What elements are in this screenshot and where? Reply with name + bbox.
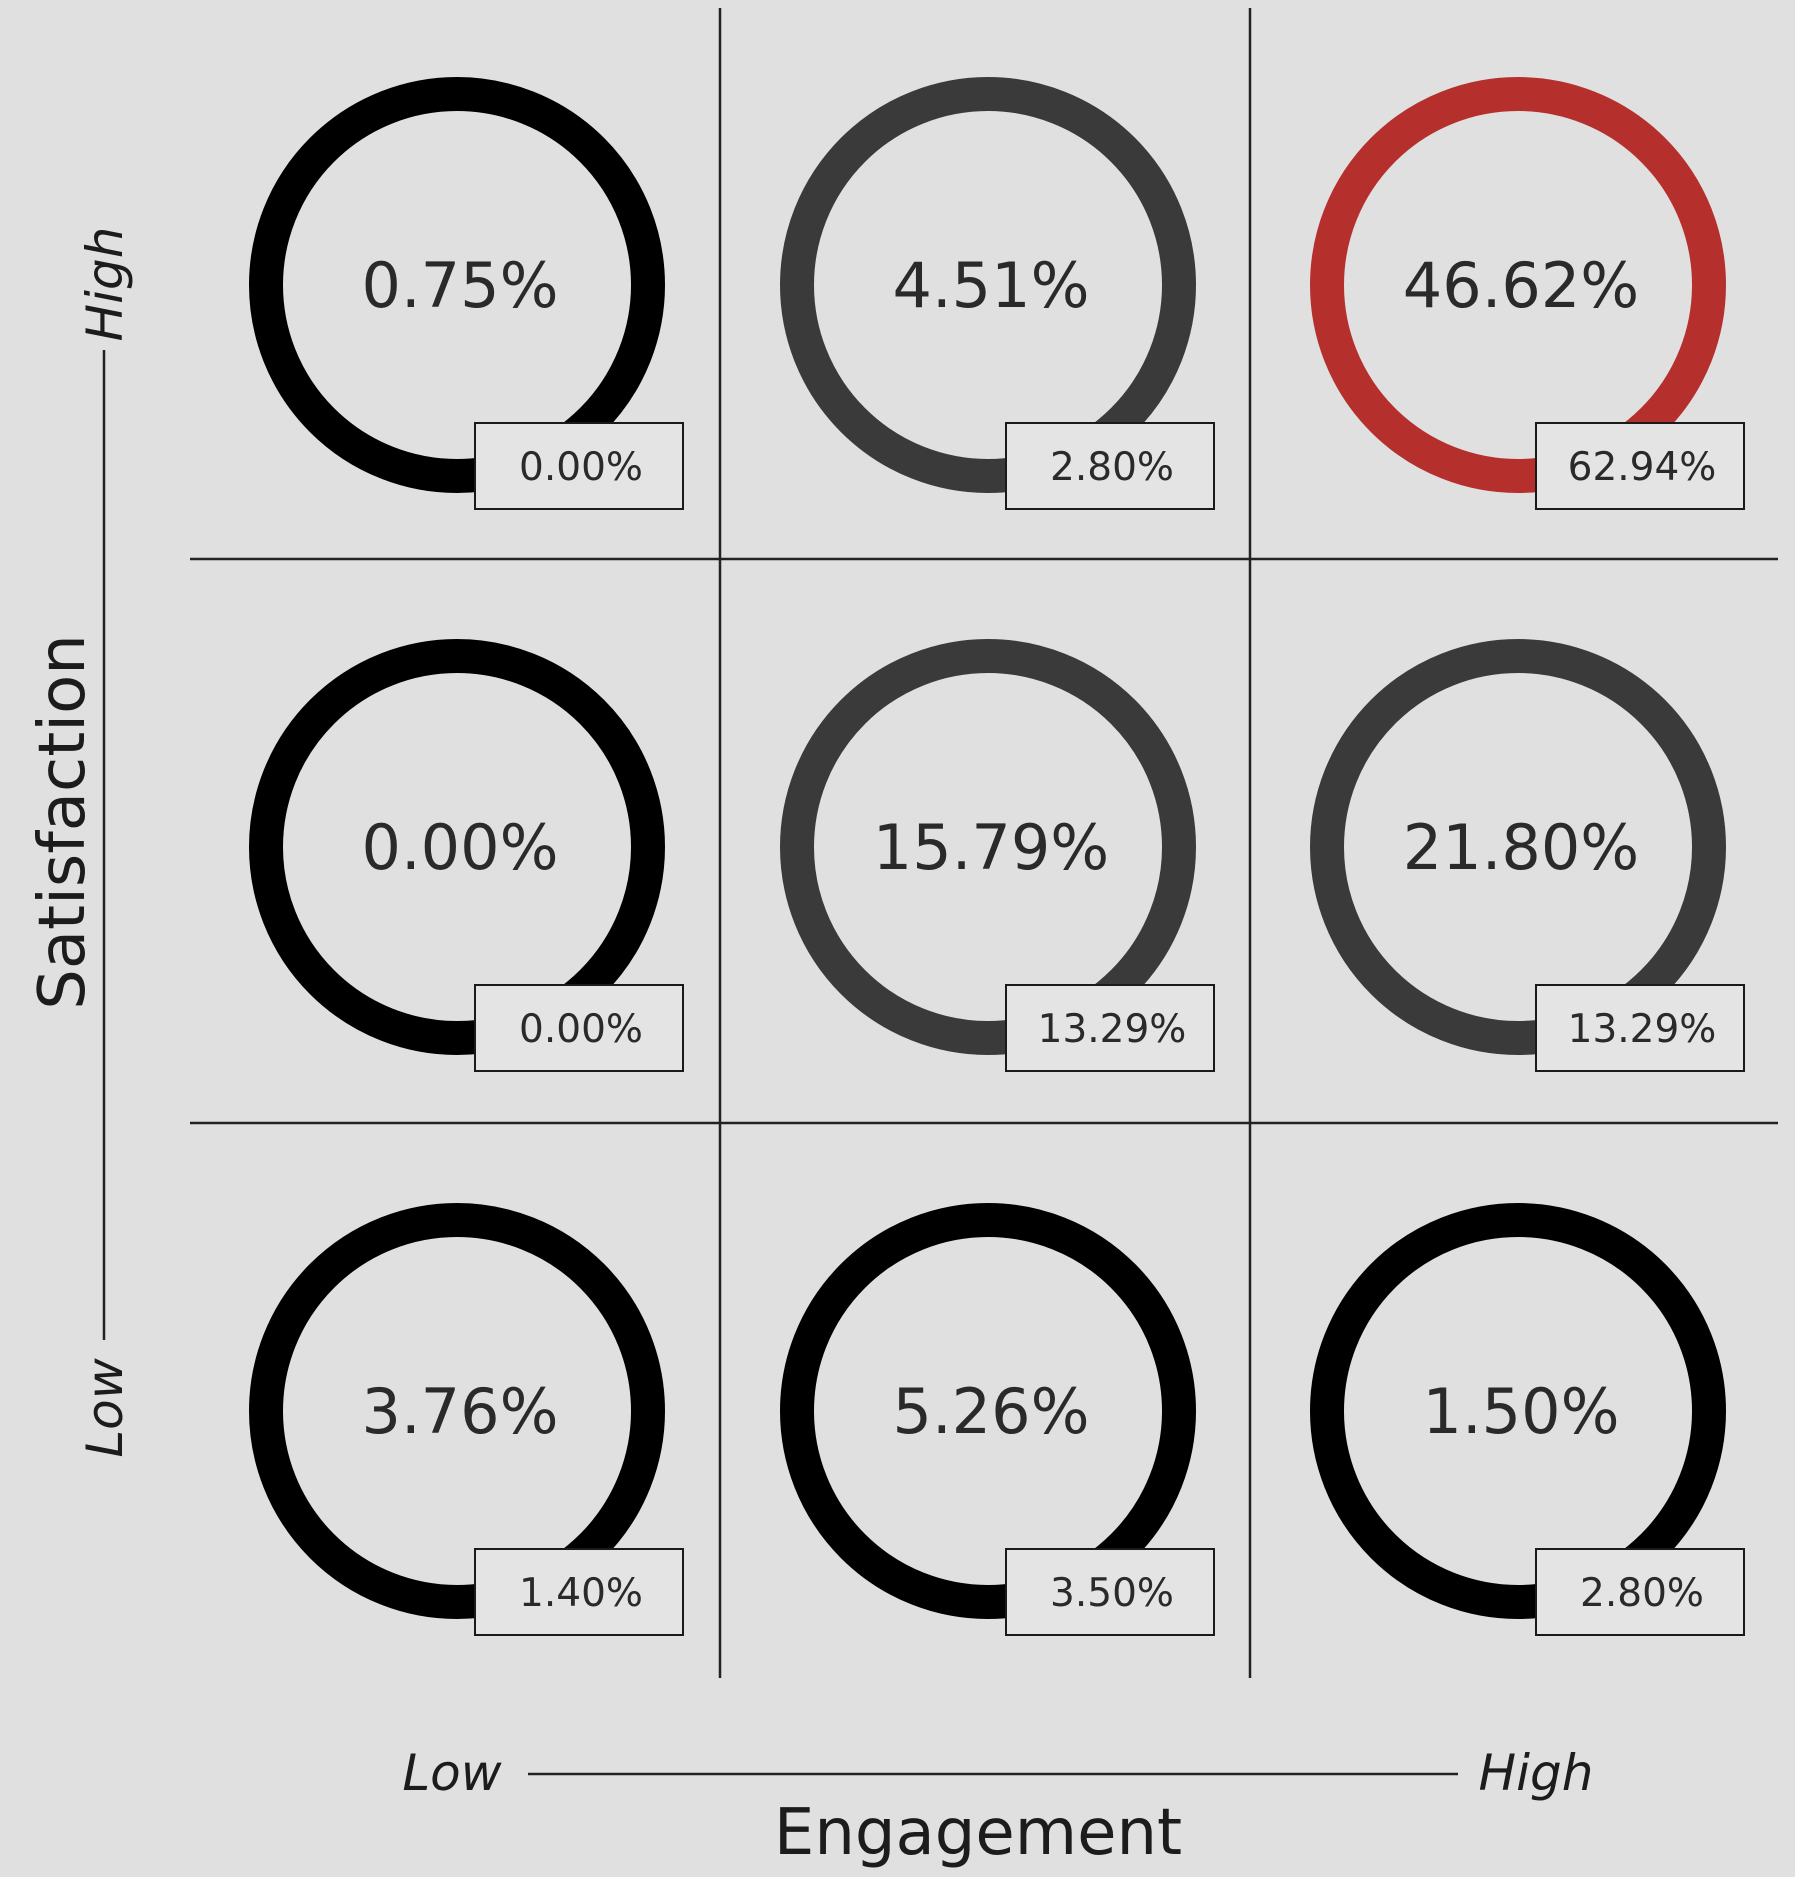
comparison-box <box>1005 984 1215 1072</box>
value-ring <box>249 1203 665 1619</box>
x-axis-high-label: High <box>1479 1744 1594 1802</box>
comparison-box <box>1005 1548 1215 1636</box>
cell-value: 0.00% <box>362 811 559 884</box>
comparison-box <box>1535 1548 1745 1636</box>
matrix-cell-high-satisfaction-low-engagement: 0.75% 0.00% <box>249 77 684 510</box>
cell-value: 15.79% <box>873 811 1109 884</box>
matrix-cell-medium-satisfaction-high-engagement: 21.80% 13.29% <box>1310 639 1745 1072</box>
value-ring <box>780 77 1196 493</box>
value-ring <box>249 639 665 1055</box>
matrix-cell-low-satisfaction-medium-engagement: 5.26% 3.50% <box>780 1203 1215 1636</box>
y-axis-title: Satisfaction <box>26 634 100 1010</box>
comparison-box <box>474 1548 684 1636</box>
comparison-box <box>1005 422 1215 510</box>
comparison-value: 1.40% <box>519 1571 643 1616</box>
comparison-value: 13.29% <box>1038 1007 1187 1052</box>
comparison-value: 2.80% <box>1580 1571 1704 1616</box>
matrix-cell-medium-satisfaction-medium-engagement: 15.79% 13.29% <box>780 639 1215 1072</box>
comparison-value: 62.94% <box>1568 445 1717 490</box>
cell-value: 3.76% <box>362 1375 559 1448</box>
value-ring <box>780 639 1196 1055</box>
axes: Satisfaction High Low Low High Engagemen… <box>26 227 1593 1870</box>
y-axis: Satisfaction High Low <box>26 227 134 1458</box>
y-axis-high-label: High <box>76 227 134 342</box>
cell-value: 5.26% <box>893 1375 1090 1448</box>
y-axis-low-label: Low <box>76 1358 134 1457</box>
matrix-cell-high-satisfaction-high-engagement: 46.62% 62.94% <box>1310 77 1745 510</box>
cell-value: 46.62% <box>1403 249 1639 322</box>
cell-value: 21.80% <box>1403 811 1639 884</box>
comparison-value: 2.80% <box>1050 445 1174 490</box>
matrix-cells: 0.75%0.00%4.51%2.80%46.62%62.94%0.00%0.0… <box>249 77 1745 1636</box>
cell-value: 4.51% <box>893 249 1090 322</box>
cell-value: 1.50% <box>1423 1375 1620 1448</box>
x-axis-low-label: Low <box>402 1744 501 1802</box>
value-ring <box>780 1203 1196 1619</box>
comparison-value: 13.29% <box>1568 1007 1717 1052</box>
comparison-value: 3.50% <box>1050 1571 1174 1616</box>
grid-lines <box>190 8 1778 1678</box>
comparison-box <box>1535 422 1745 510</box>
comparison-value: 0.00% <box>519 1007 643 1052</box>
matrix-cell-low-satisfaction-high-engagement: 1.50% 2.80% <box>1310 1203 1745 1636</box>
comparison-box <box>1535 984 1745 1072</box>
comparison-value: 0.00% <box>519 445 643 490</box>
x-axis-title: Engagement <box>774 1796 1182 1870</box>
matrix-cell-high-satisfaction-medium-engagement: 4.51% 2.80% <box>780 77 1215 510</box>
value-ring <box>1310 77 1726 493</box>
value-ring <box>1310 639 1726 1055</box>
matrix-cell-medium-satisfaction-low-engagement: 0.00% 0.00% <box>249 639 684 1072</box>
value-ring <box>249 77 665 493</box>
x-axis: Low High Engagement <box>402 1744 1593 1870</box>
cell-value: 0.75% <box>362 249 559 322</box>
comparison-box <box>474 422 684 510</box>
value-ring <box>1310 1203 1726 1619</box>
matrix-cell-low-satisfaction-low-engagement: 3.76% 1.40% <box>249 1203 684 1636</box>
comparison-box <box>474 984 684 1072</box>
